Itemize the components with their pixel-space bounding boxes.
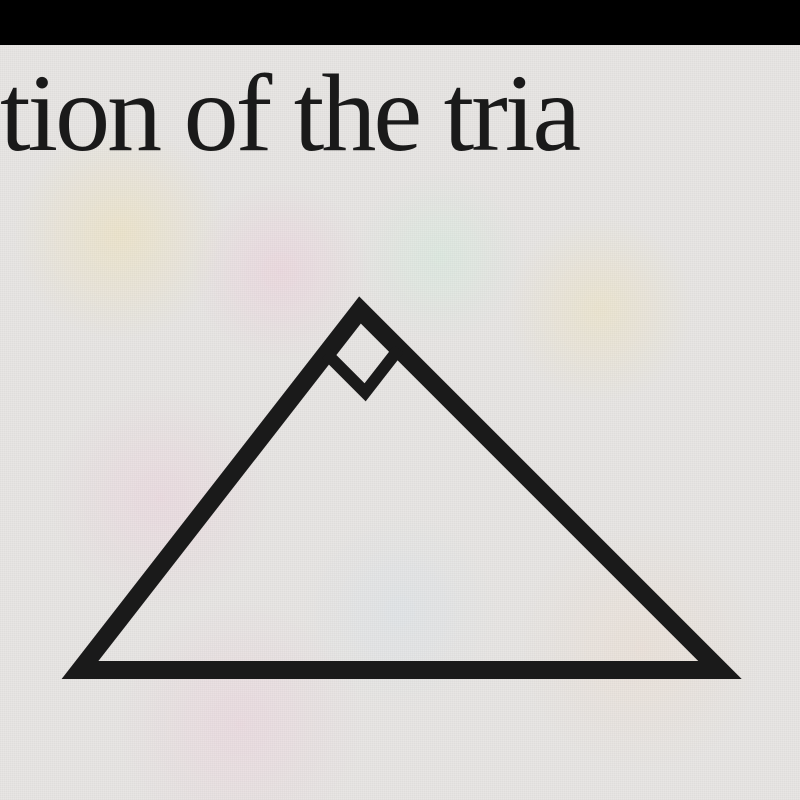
- top-black-bar: [0, 0, 800, 45]
- triangle-svg: [50, 270, 750, 720]
- triangle-diagram: [50, 270, 750, 720]
- right-angle-marker: [326, 349, 399, 392]
- partial-heading-text: tion of the tria: [0, 50, 800, 177]
- triangle-shape: [80, 310, 720, 670]
